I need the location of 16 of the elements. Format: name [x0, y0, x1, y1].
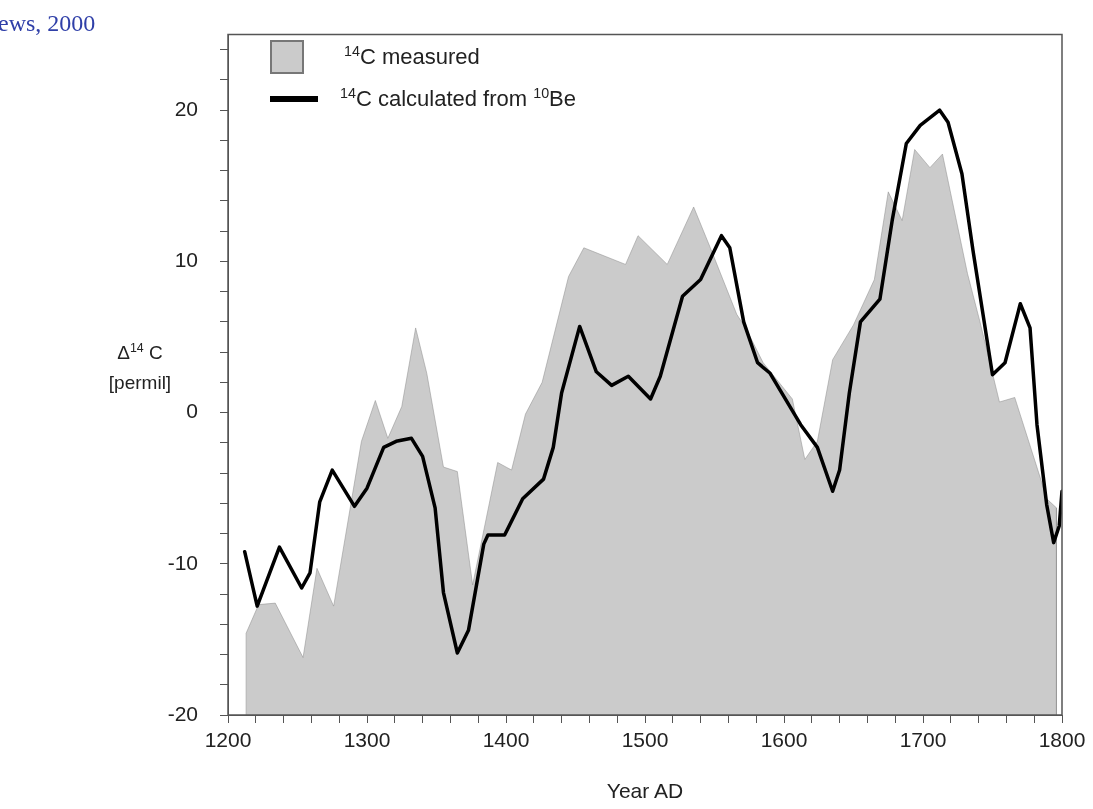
y-tick-label: -20: [167, 701, 198, 725]
x-axis-title: Year AD: [606, 779, 684, 803]
x-tick-label: 1300: [343, 728, 391, 752]
y-tick-label: 10: [174, 248, 198, 272]
legend-label: $^{14}$C calculated from $^{10}$Be: [340, 85, 577, 113]
y-axis-title: Δ$^{14}$ C [permil]: [107, 339, 173, 396]
x-tick-label: 1700: [899, 728, 947, 752]
y-tick-label: 0: [186, 399, 198, 423]
x-tick-label: 1400: [482, 728, 530, 752]
y-tick-label: -10: [167, 550, 198, 574]
x-tick-label: 1600: [760, 728, 808, 752]
x-tick-label: 1500: [621, 728, 669, 752]
x-tick-label: 1200: [204, 728, 252, 752]
x-tick-label: 1800: [1038, 728, 1086, 752]
legend-label: $^{14}$C measured: [344, 43, 480, 71]
y-tick-label: 20: [174, 97, 198, 120]
